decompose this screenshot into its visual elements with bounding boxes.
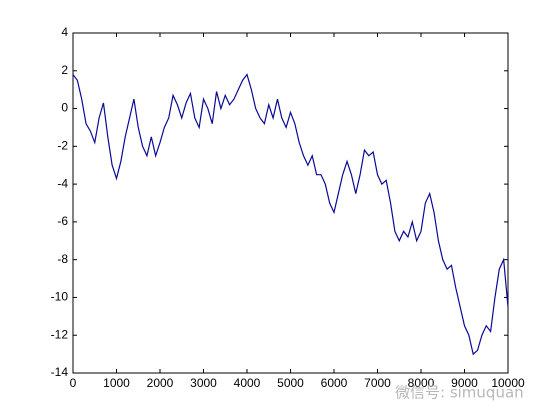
y-tick-label: -12 [51, 327, 69, 341]
x-tick-label: 8000 [408, 376, 435, 390]
y-tick-label: -14 [51, 365, 69, 379]
series-line [72, 73, 509, 356]
y-tick-label: -8 [57, 252, 68, 266]
y-tick-label: 2 [61, 63, 68, 77]
x-tick-label: 6000 [321, 376, 348, 390]
x-tick-label: 4000 [234, 376, 261, 390]
plot-area [72, 32, 509, 374]
y-tick-label: -6 [57, 214, 68, 228]
y-tick-label: -2 [57, 139, 68, 153]
x-tick-label: 5000 [277, 376, 304, 390]
watermark: 微信号: simuquan [395, 384, 524, 402]
x-tick-label: 0 [70, 376, 77, 390]
y-tick-label: -4 [57, 176, 68, 190]
x-tick-label: 2000 [147, 376, 174, 390]
y-tick-label: 4 [61, 25, 68, 39]
x-tick-label: 1000 [103, 376, 130, 390]
x-tick-label: 9000 [451, 376, 478, 390]
y-tick-label: 0 [61, 101, 68, 115]
y-tick-label: -10 [51, 290, 69, 304]
x-tick-label: 7000 [364, 376, 391, 390]
x-tick-label: 3000 [190, 376, 217, 390]
x-tick-label: 10000 [491, 376, 525, 390]
